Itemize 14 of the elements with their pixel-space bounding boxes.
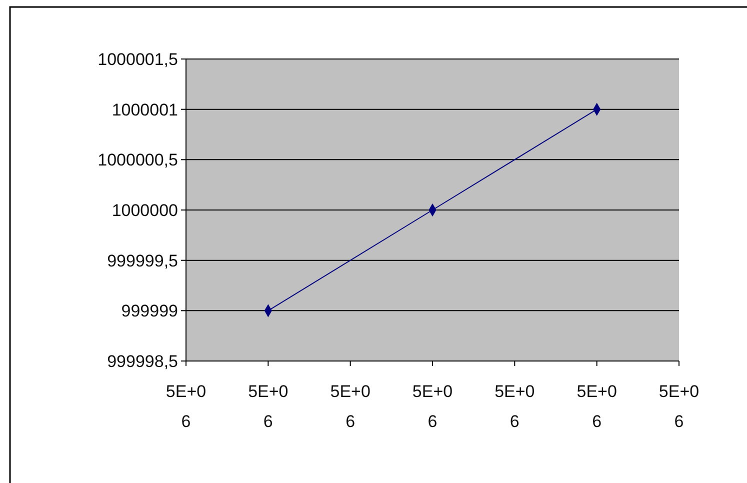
- x-tick-label: 5E+06: [494, 382, 535, 431]
- y-tick-label: 1000000: [112, 200, 178, 220]
- x-tick-label: 5E+06: [576, 382, 617, 431]
- y-tick-label: 999999,5: [107, 251, 178, 270]
- y-tick-label: 1000000,5: [98, 150, 178, 170]
- x-tick-label: 5E+06: [330, 382, 370, 431]
- y-tick-label: 1000001,5: [98, 50, 178, 69]
- x-tick-label: 5E+06: [248, 382, 288, 431]
- y-tick-label: 1000001: [112, 100, 178, 120]
- x-tick-label: 5E+06: [166, 382, 206, 431]
- y-tick-label: 999998,5: [107, 352, 178, 371]
- x-tick-label: 5E+06: [658, 382, 700, 431]
- x-tick-label: 5E+06: [412, 382, 453, 431]
- y-tick-label: 999999: [121, 302, 178, 321]
